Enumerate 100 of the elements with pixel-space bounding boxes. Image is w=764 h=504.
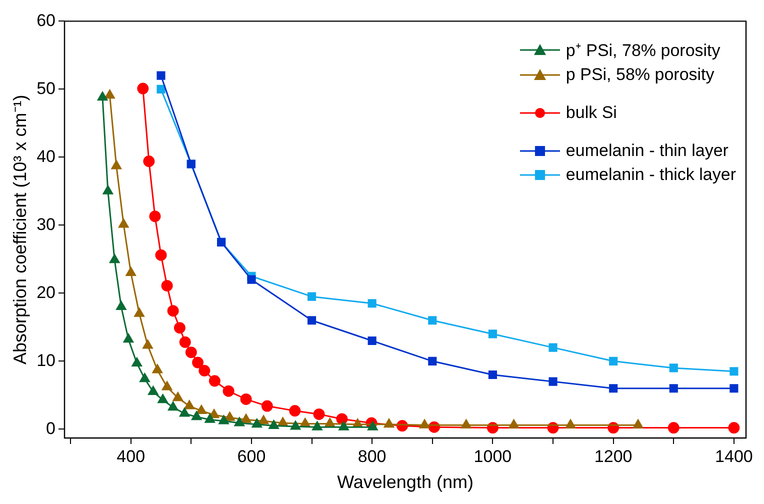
point — [488, 330, 497, 338]
y-tick-label: 10 — [36, 350, 56, 370]
legend-label: bulk Si — [566, 103, 617, 123]
point — [109, 254, 120, 264]
point — [156, 84, 166, 94]
x-tick-label: 400 — [116, 446, 146, 466]
point — [368, 336, 376, 346]
point — [185, 346, 197, 358]
point — [149, 210, 161, 222]
point — [324, 418, 335, 427]
point — [428, 356, 437, 366]
point — [368, 299, 376, 308]
point — [162, 381, 172, 390]
point — [116, 301, 126, 310]
point — [261, 400, 273, 412]
x-tick-label: 1400 — [715, 446, 753, 466]
x-axis-title: Wavelength (nm) — [337, 472, 474, 492]
point — [158, 394, 168, 404]
point — [669, 364, 678, 372]
point — [609, 356, 618, 366]
point — [428, 316, 437, 325]
point — [174, 322, 186, 334]
x-tick-label: 600 — [237, 446, 266, 466]
point — [172, 392, 183, 402]
point — [508, 419, 519, 428]
point — [179, 336, 191, 348]
x-tick-label: 800 — [358, 446, 386, 466]
y-tick-label: 60 — [36, 10, 56, 30]
point — [155, 249, 167, 261]
point — [152, 364, 162, 374]
point — [488, 370, 497, 380]
point — [368, 421, 378, 430]
point — [168, 402, 178, 411]
point — [218, 415, 229, 424]
point — [336, 413, 348, 425]
point — [208, 375, 220, 387]
point — [102, 185, 114, 194]
point — [609, 384, 618, 393]
y-tick-label: 20 — [36, 282, 56, 302]
point — [104, 90, 115, 99]
point — [312, 421, 322, 430]
point — [224, 412, 235, 421]
y-tick-label: 40 — [36, 146, 56, 166]
y-axis-title: Absorption coefficient (10³ x cm⁻¹) — [10, 94, 30, 364]
point — [290, 420, 301, 430]
point — [247, 275, 256, 284]
point — [161, 280, 173, 292]
point — [252, 418, 262, 428]
point — [728, 422, 740, 434]
point — [192, 356, 204, 368]
legend-label: eumelanin - thick layer — [566, 165, 736, 185]
point — [461, 419, 472, 428]
y-tick-label: 50 — [36, 78, 56, 98]
x-tick-label: 1000 — [474, 446, 512, 466]
point — [204, 414, 215, 423]
point — [313, 408, 325, 420]
point — [198, 364, 210, 376]
point — [111, 160, 122, 170]
point — [118, 218, 129, 228]
point — [548, 377, 558, 386]
point — [134, 308, 144, 317]
point — [126, 267, 136, 276]
point — [196, 405, 206, 414]
point — [167, 305, 179, 317]
point — [156, 71, 166, 80]
point — [548, 343, 558, 352]
x-tick-label: 1200 — [594, 446, 632, 466]
point — [179, 408, 190, 417]
point — [222, 385, 234, 397]
point — [289, 405, 301, 417]
point — [384, 418, 394, 428]
point — [148, 386, 158, 396]
point — [97, 92, 108, 101]
point — [234, 417, 244, 426]
point — [730, 384, 738, 393]
point — [565, 419, 576, 428]
point — [192, 411, 202, 420]
point — [123, 334, 134, 343]
point — [307, 292, 316, 301]
point — [268, 420, 279, 430]
legend-label: p⁺ PSi, 78% porosity — [566, 40, 720, 61]
point — [668, 422, 680, 434]
point — [132, 357, 142, 366]
point — [240, 414, 252, 423]
point — [184, 400, 194, 410]
point — [142, 340, 153, 349]
point — [419, 419, 430, 428]
legend-label: p PSi, 58% porosity — [566, 65, 714, 85]
point — [338, 421, 349, 430]
point — [632, 419, 644, 428]
legend-label: eumelanin - thin layer — [566, 141, 728, 161]
point — [669, 384, 678, 393]
point — [137, 82, 149, 94]
point — [258, 415, 269, 424]
point — [730, 367, 738, 376]
point — [307, 316, 316, 325]
y-tick-label: 0 — [46, 418, 56, 438]
point — [143, 156, 155, 168]
point — [240, 393, 252, 405]
y-tick-label: 30 — [36, 214, 56, 234]
